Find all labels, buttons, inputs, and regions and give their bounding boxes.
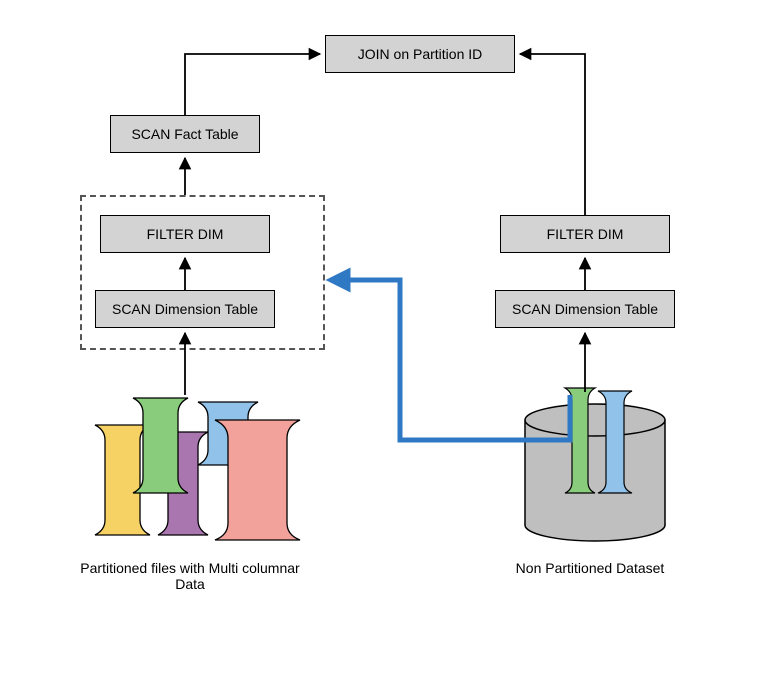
caption-right: Non Partitioned Dataset	[490, 560, 690, 576]
node-scan-fact-label: SCAN Fact Table	[131, 126, 238, 142]
node-filter-right: FILTER DIM	[500, 215, 670, 253]
caption-left: Partitioned files with Multi columnar Da…	[80, 560, 300, 592]
cylinder-inner-pages	[565, 388, 632, 493]
node-filter-left: FILTER DIM	[100, 215, 270, 253]
node-filter-left-label: FILTER DIM	[147, 226, 224, 242]
node-scan-fact: SCAN Fact Table	[110, 115, 260, 153]
diagram-canvas: JOIN on Partition ID SCAN Fact Table FIL…	[0, 0, 760, 700]
svg-overlay	[0, 0, 760, 700]
node-scan-dim-right: SCAN Dimension Table	[495, 290, 675, 328]
partitioned-files-icon	[95, 398, 300, 540]
node-join-label: JOIN on Partition ID	[358, 46, 483, 62]
node-scan-dim-left-label: SCAN Dimension Table	[112, 301, 258, 317]
node-scan-dim-left: SCAN Dimension Table	[95, 290, 275, 328]
node-scan-dim-right-label: SCAN Dimension Table	[512, 301, 658, 317]
cylinder-icon	[525, 404, 665, 541]
node-filter-right-label: FILTER DIM	[547, 226, 624, 242]
node-join: JOIN on Partition ID	[325, 35, 515, 73]
